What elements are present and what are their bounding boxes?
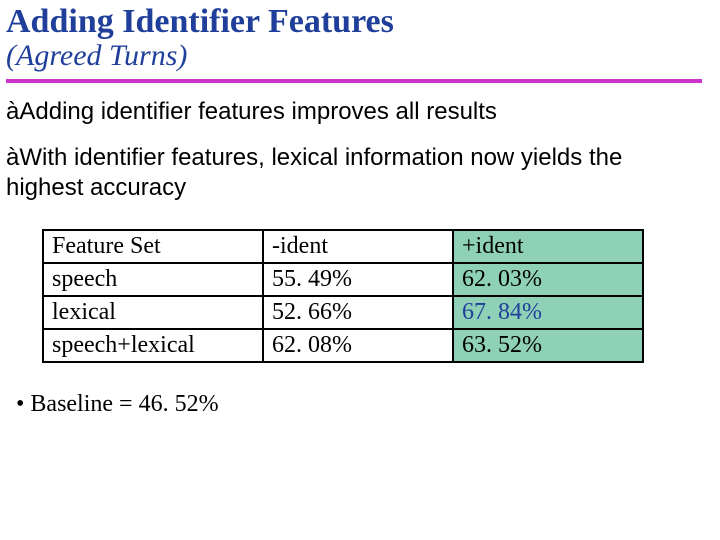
- table-cell: speech+lexical: [43, 329, 263, 362]
- results-table-container: Feature Set -ident +ident speech 55. 49%…: [42, 229, 702, 363]
- divider-rule: [6, 79, 702, 83]
- table-header-cell: +ident: [453, 230, 643, 263]
- slide-subtitle: (Agreed Turns): [6, 40, 702, 72]
- table-cell: 55. 49%: [263, 263, 453, 296]
- table-cell: 62. 08%: [263, 329, 453, 362]
- bullet-text: Adding identifier features improves all …: [19, 98, 497, 125]
- arrow-icon: à: [6, 144, 19, 171]
- table-header-cell: Feature Set: [43, 230, 263, 263]
- table-header-row: Feature Set -ident +ident: [43, 230, 643, 263]
- baseline-note: •Baseline = 46. 52%: [16, 391, 702, 418]
- table-row: speech+lexical 62. 08% 63. 52%: [43, 329, 643, 362]
- table-cell: lexical: [43, 296, 263, 329]
- bullet-item: àWith identifier features, lexical infor…: [6, 143, 702, 203]
- table-cell: 67. 84%: [453, 296, 643, 329]
- table-cell: 63. 52%: [453, 329, 643, 362]
- bullet-item: àAdding identifier features improves all…: [6, 97, 702, 127]
- results-table: Feature Set -ident +ident speech 55. 49%…: [42, 229, 644, 363]
- baseline-text: Baseline = 46. 52%: [30, 391, 218, 417]
- table-row: lexical 52. 66% 67. 84%: [43, 296, 643, 329]
- arrow-icon: à: [6, 98, 19, 125]
- table-row: speech 55. 49% 62. 03%: [43, 263, 643, 296]
- body-text: àAdding identifier features improves all…: [6, 97, 702, 203]
- table-cell: speech: [43, 263, 263, 296]
- bullet-dot-icon: •: [16, 391, 30, 417]
- slide-title: Adding Identifier Features: [6, 4, 702, 40]
- table-cell: 62. 03%: [453, 263, 643, 296]
- table-header-cell: -ident: [263, 230, 453, 263]
- table-cell: 52. 66%: [263, 296, 453, 329]
- slide: Adding Identifier Features (Agreed Turns…: [0, 0, 720, 540]
- bullet-text: With identifier features, lexical inform…: [6, 144, 622, 201]
